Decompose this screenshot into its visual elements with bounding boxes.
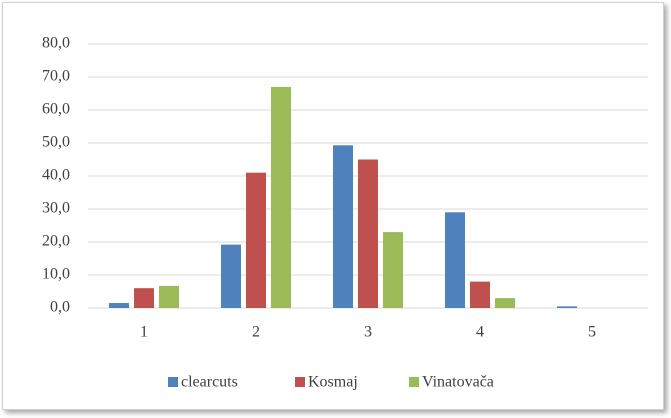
bar xyxy=(221,244,241,308)
bar xyxy=(333,145,353,308)
x-tick-label: 5 xyxy=(588,324,596,341)
y-tick-label: 60,0 xyxy=(42,101,70,118)
y-tick-label: 80,0 xyxy=(42,35,70,52)
bar xyxy=(134,288,154,308)
y-tick-label: 10,0 xyxy=(42,266,70,283)
bar xyxy=(159,285,179,308)
bar xyxy=(246,172,266,308)
y-tick-label: 40,0 xyxy=(42,167,70,184)
y-tick-label: 30,0 xyxy=(42,200,70,217)
bar xyxy=(445,212,465,308)
legend-label: Vinatovača xyxy=(422,374,494,391)
legend-label: clearcuts xyxy=(181,374,238,391)
y-tick-label: 70,0 xyxy=(42,68,70,85)
legend-label: Kosmaj xyxy=(308,374,358,391)
bar xyxy=(495,298,515,308)
y-tick-label: 20,0 xyxy=(42,233,70,250)
legend-swatch xyxy=(409,377,419,387)
x-tick-label: 1 xyxy=(140,324,148,341)
bar xyxy=(271,86,291,309)
bar xyxy=(358,159,378,308)
x-tick-label: 3 xyxy=(364,324,372,341)
x-tick-label: 4 xyxy=(476,324,484,341)
legend-swatch xyxy=(168,377,178,387)
x-tick-label: 2 xyxy=(252,324,260,341)
bar xyxy=(383,232,403,308)
legend-swatch xyxy=(295,377,305,387)
bar xyxy=(470,281,490,308)
y-tick-label: 0,0 xyxy=(50,299,70,316)
y-tick-label: 50,0 xyxy=(42,134,70,151)
bar xyxy=(557,306,577,308)
bar xyxy=(109,303,129,308)
